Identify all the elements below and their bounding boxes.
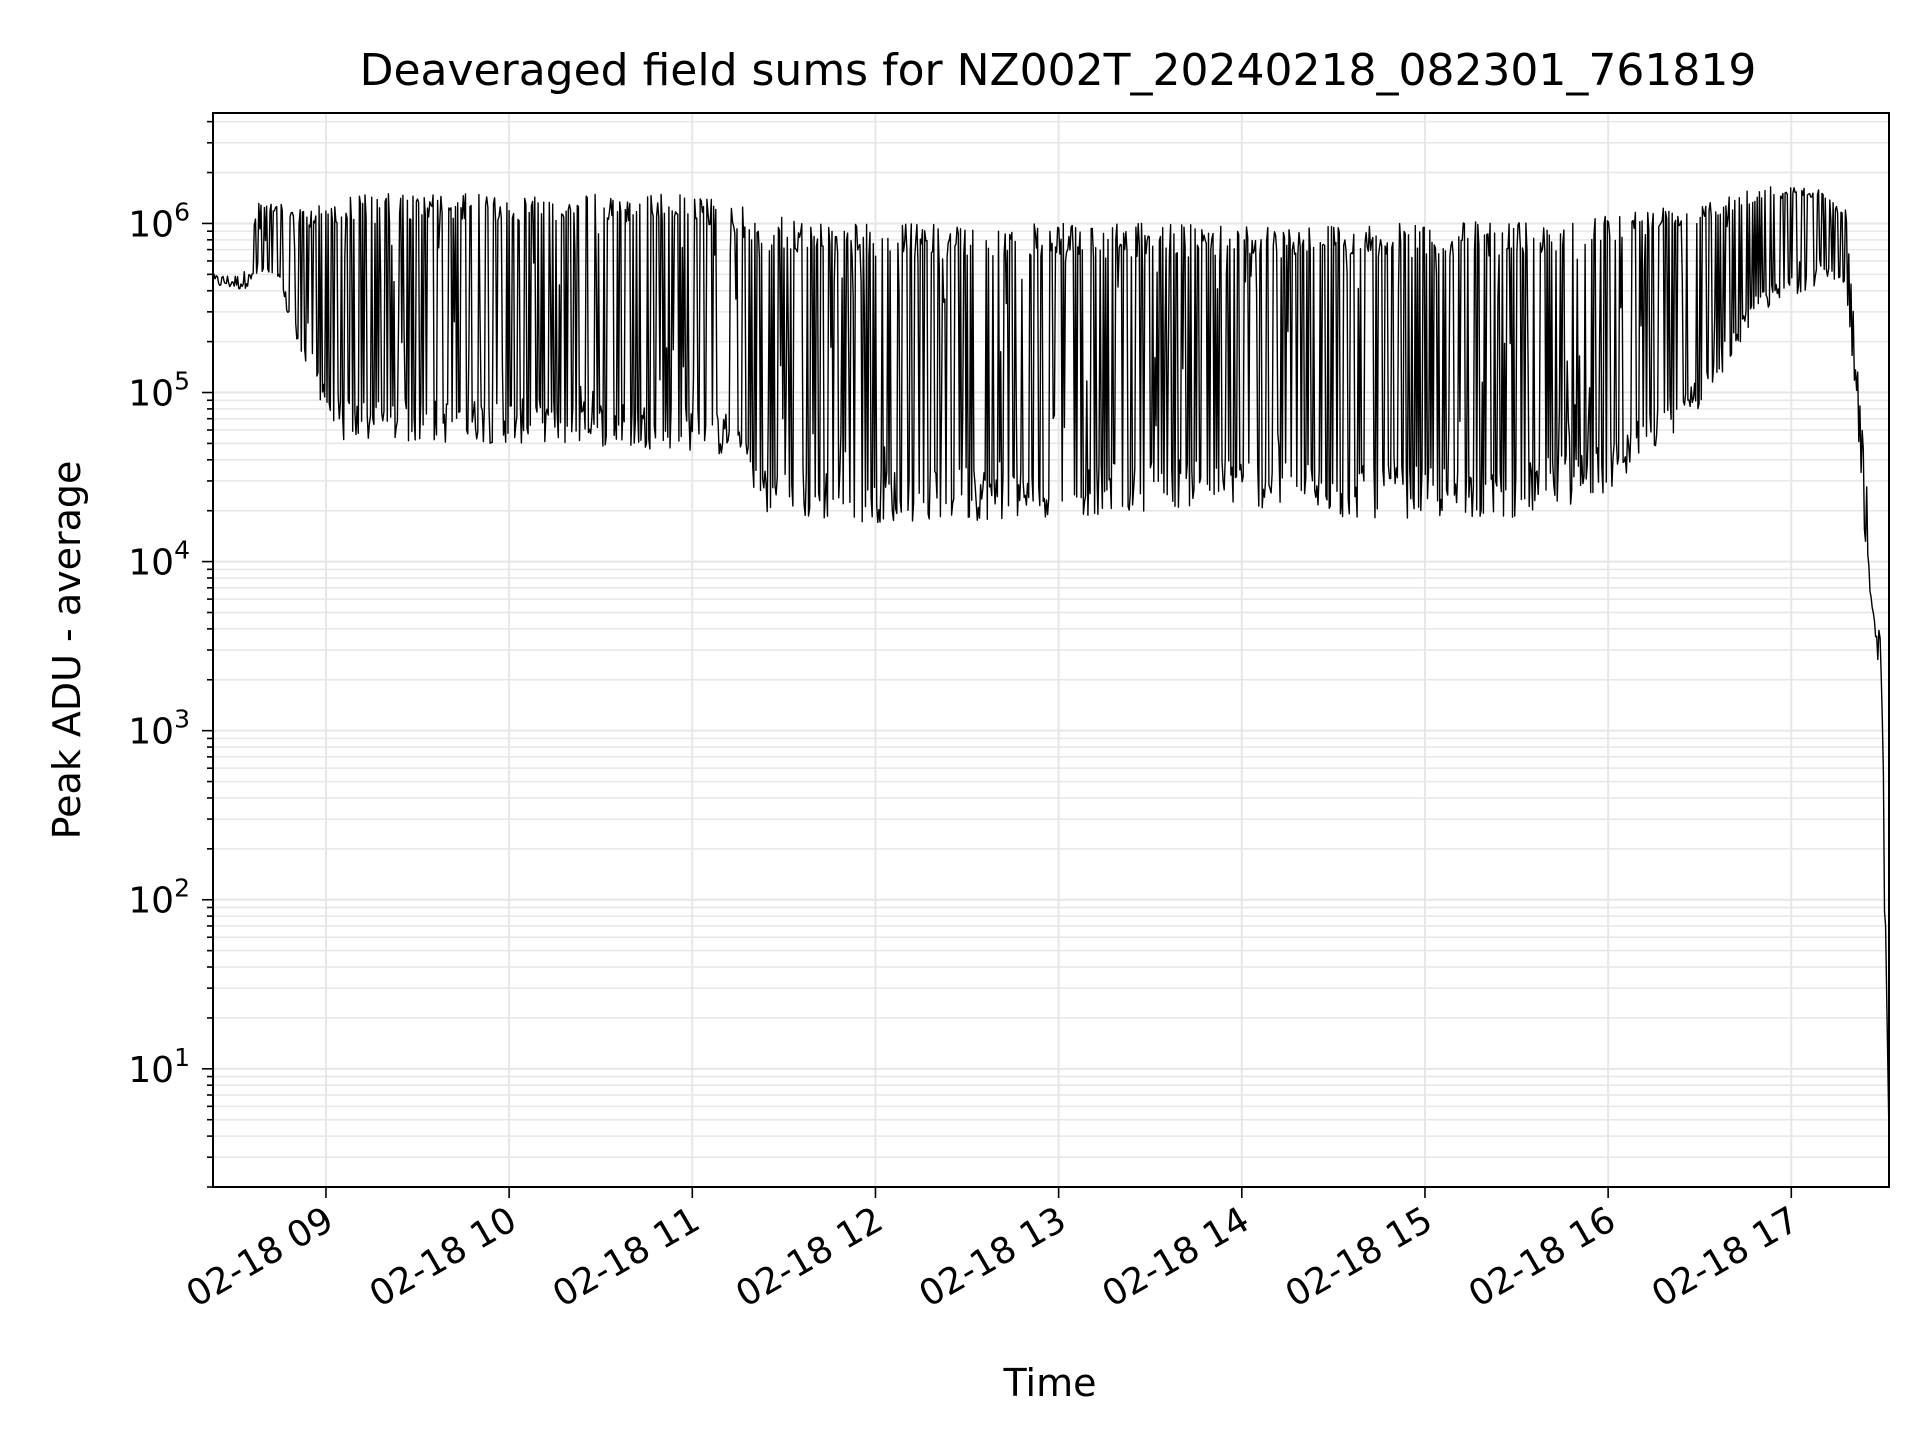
series-line (212, 186, 1890, 1137)
x-axis-label: Time (1003, 1361, 1097, 1405)
y-tick-label: 106 (128, 197, 190, 245)
series-path (212, 186, 1890, 1137)
y-tick-label: 103 (128, 705, 190, 753)
y-tick-label: 104 (128, 536, 190, 584)
y-tick-label: 102 (128, 874, 190, 922)
y-tick-label: 101 (128, 1043, 190, 1091)
y-tick-label: 105 (128, 367, 190, 415)
y-axis-label: Peak ADU - average (45, 461, 89, 840)
y-axis-ticks: 101 102 103 104 105 106 (128, 120, 213, 1188)
chart-title: Deaveraged field sums for NZ002T_2024021… (360, 45, 1757, 96)
